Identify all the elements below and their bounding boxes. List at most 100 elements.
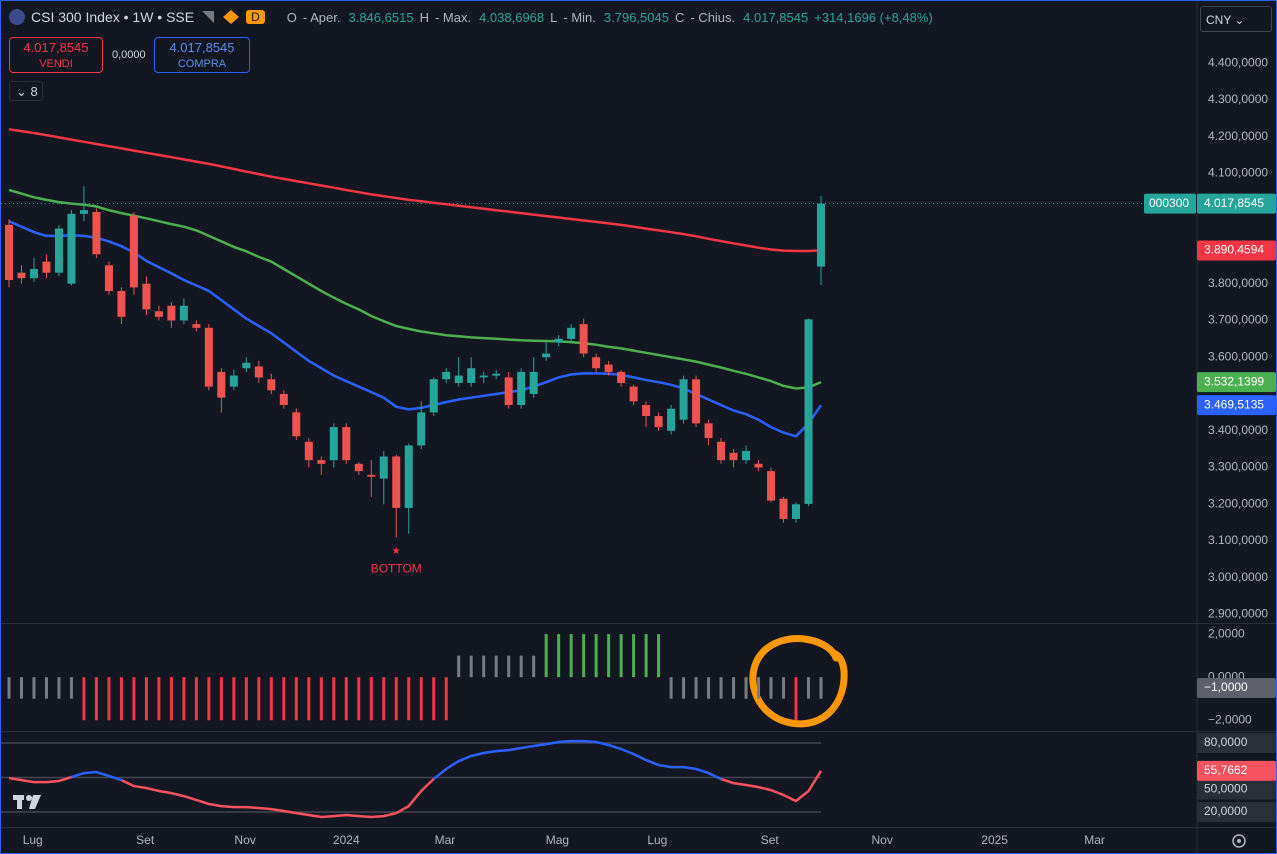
- x-tick-label: Mar: [435, 833, 456, 847]
- histogram-bar: [44, 677, 48, 699]
- candle-body: [417, 412, 426, 446]
- candle-body: [629, 386, 638, 402]
- histogram-bar: [719, 677, 723, 699]
- ohlc-key: H: [419, 9, 429, 25]
- y-tick-label: 50,0000: [1204, 782, 1248, 796]
- histogram-bar: [519, 655, 523, 678]
- value-label: −1,0000: [1204, 680, 1248, 694]
- y-tick-label-bg: [1197, 733, 1276, 754]
- y-tick-label: 3.600,0000: [1208, 349, 1268, 363]
- y-tick-label: 3.300,0000: [1208, 460, 1268, 474]
- histogram-bar: [319, 677, 323, 721]
- candle-body: [454, 375, 463, 383]
- histogram-bar: [644, 634, 648, 678]
- x-tick-label: Mag: [546, 833, 569, 847]
- ma-price-label: 3.532,1399: [1204, 374, 1264, 388]
- y-tick-label: 3.800,0000: [1208, 276, 1268, 290]
- candle-body: [754, 463, 763, 468]
- histogram-bar: [69, 677, 73, 699]
- annotation-marker: ★: [392, 546, 401, 557]
- candle-body: [242, 362, 251, 369]
- histogram-bar: [369, 677, 373, 721]
- histogram-bar: [744, 677, 748, 699]
- candle-body: [54, 228, 63, 273]
- currency-select[interactable]: CNY ⌄: [1200, 6, 1272, 32]
- badge: D: [246, 10, 265, 24]
- candle-body: [179, 305, 188, 321]
- histogram-bar: [782, 677, 786, 699]
- candle-body: [542, 353, 551, 358]
- histogram-bar: [769, 677, 773, 699]
- histogram-bar: [144, 677, 148, 721]
- sell-button[interactable]: 4.017,8545 VENDI: [9, 37, 103, 73]
- symbol-header: CSI 300 Index • 1W • SSE D O - Aper. 3.846…: [9, 9, 933, 25]
- ohlc-key: L: [550, 9, 558, 25]
- candle-body: [467, 368, 476, 383]
- diamond-icon[interactable]: [222, 9, 240, 25]
- buy-button[interactable]: 4.017,8545 COMPRA: [154, 37, 250, 73]
- buy-price: 4.017,8545: [169, 40, 235, 55]
- ohlc-value: 3.846,6515: [348, 9, 414, 25]
- annotation: BOTTOM: [371, 562, 422, 576]
- histogram-bar: [794, 677, 798, 721]
- candle-body: [567, 327, 576, 339]
- indicators-toggle[interactable]: ⌄ 8: [9, 81, 43, 101]
- histogram-bar: [19, 677, 23, 699]
- candle-body: [17, 272, 26, 279]
- ohlc-name: - Aper.: [302, 9, 341, 25]
- candle-body: [329, 427, 338, 461]
- ohlc-key: C: [674, 9, 685, 25]
- candle-body: [29, 268, 38, 279]
- histogram-bar: [157, 677, 161, 721]
- symbol-tag: 000300: [1149, 196, 1189, 210]
- candle-body: [4, 224, 13, 281]
- candle-body: [104, 265, 113, 292]
- histogram-bar: [7, 677, 11, 699]
- histogram-bar: [682, 677, 686, 699]
- eye-icon[interactable]: [200, 9, 216, 25]
- histogram-bar: [257, 677, 261, 721]
- candle-body: [154, 311, 163, 317]
- indicators-count: 8: [30, 84, 38, 99]
- y-tick-label: −2,0000: [1208, 712, 1252, 726]
- candle-body: [404, 445, 413, 508]
- histogram-bar: [407, 677, 411, 721]
- symbol-tag-bg: [1144, 193, 1196, 214]
- buy-label: COMPRA: [177, 58, 227, 70]
- x-tick-label: Mar: [1084, 833, 1105, 847]
- candle-body: [816, 203, 825, 267]
- histogram-bar: [507, 655, 511, 678]
- x-tick-label: 2025: [981, 833, 1008, 847]
- histogram-bar: [332, 677, 336, 721]
- candle-body: [317, 460, 326, 464]
- candle-body: [529, 371, 538, 394]
- candle-body: [204, 327, 213, 387]
- histogram-bar: [657, 634, 661, 678]
- symbol[interactable]: CSI 300 Index • 1W • SSE: [31, 9, 195, 25]
- candle-body: [492, 373, 501, 376]
- y-tick-label: 4.400,0000: [1208, 55, 1268, 69]
- ma-price-label: 3.890,4594: [1204, 243, 1264, 257]
- candle-body: [304, 441, 313, 461]
- histogram-bar: [582, 634, 586, 678]
- candle-body: [692, 379, 701, 424]
- candle-body: [217, 371, 226, 398]
- candle-body: [654, 416, 663, 428]
- histogram-bar: [219, 677, 223, 721]
- candle-body: [479, 375, 488, 378]
- histogram-bar: [694, 677, 698, 699]
- histogram-bar: [182, 677, 186, 721]
- last-price-label-bg: [1197, 193, 1276, 214]
- candle-body: [729, 452, 738, 461]
- line: [8, 128, 822, 253]
- histogram-bar: [244, 677, 248, 721]
- settings-icon[interactable]: [1232, 834, 1246, 848]
- candle-body: [354, 463, 363, 472]
- candle-body: [367, 474, 376, 477]
- histogram-bar: [419, 677, 423, 721]
- histogram-bar: [607, 634, 611, 678]
- y-tick-label: 2.900,0000: [1208, 607, 1268, 621]
- candle-body: [504, 377, 513, 406]
- candle-body: [717, 441, 726, 461]
